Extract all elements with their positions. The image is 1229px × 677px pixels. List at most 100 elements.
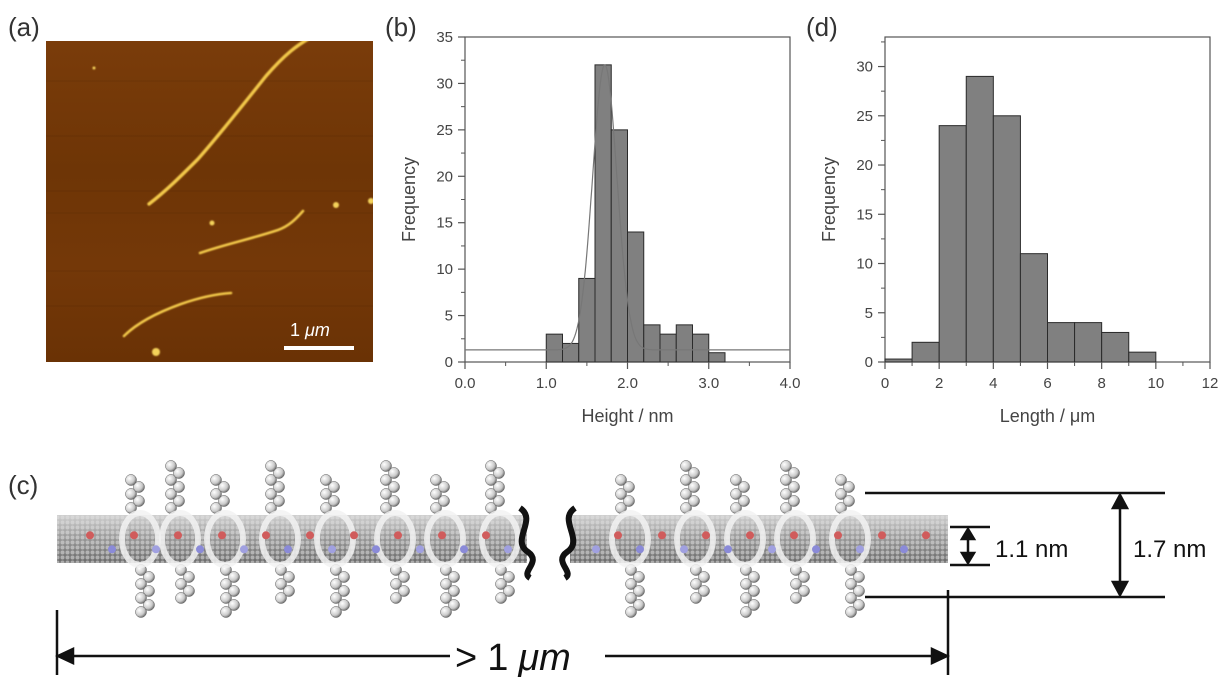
histogram-bar bbox=[911, 341, 940, 363]
heteroatom bbox=[372, 545, 380, 554]
inner-diameter-label: 1.1 nm bbox=[995, 536, 1068, 563]
histogram-bar bbox=[938, 125, 967, 363]
atom bbox=[165, 474, 177, 486]
y-tick-label: 25 bbox=[856, 108, 873, 125]
atom bbox=[798, 585, 810, 597]
atom bbox=[125, 488, 137, 500]
atom bbox=[133, 481, 145, 493]
y-tick-label: 20 bbox=[436, 168, 453, 185]
heteroatom bbox=[284, 545, 292, 554]
atom bbox=[440, 606, 452, 618]
atom bbox=[748, 585, 760, 597]
atom bbox=[633, 599, 645, 611]
atom bbox=[798, 571, 810, 583]
atom bbox=[740, 592, 752, 604]
histogram-bar bbox=[692, 333, 710, 363]
atom bbox=[135, 592, 147, 604]
atom bbox=[135, 578, 147, 590]
atom bbox=[133, 495, 145, 507]
gaussian-fit-curve bbox=[465, 64, 790, 351]
atom bbox=[788, 467, 800, 479]
atom bbox=[740, 606, 752, 618]
atom bbox=[843, 481, 855, 493]
atom bbox=[330, 606, 342, 618]
histogram-bar bbox=[627, 231, 645, 363]
wrapping-chain bbox=[374, 510, 416, 568]
length-number: 1 bbox=[487, 637, 508, 677]
heteroatom bbox=[350, 531, 358, 540]
y-tick-label: 0 bbox=[865, 354, 873, 371]
atom bbox=[218, 495, 230, 507]
length-histogram: 0 2 4 6 8 10 12 0 5 10 15 20 25 30 Length / μm Frequenc… bbox=[819, 36, 1219, 426]
wrapping-chain bbox=[119, 510, 161, 568]
atom bbox=[835, 474, 847, 486]
heteroatom bbox=[86, 531, 94, 540]
atom bbox=[273, 467, 285, 479]
heteroatom bbox=[790, 531, 798, 540]
break-mark-right bbox=[559, 505, 578, 581]
atom bbox=[390, 578, 402, 590]
atom bbox=[780, 474, 792, 486]
y-tick-label: 25 bbox=[436, 122, 453, 139]
histogram-bar bbox=[578, 277, 596, 363]
y-axis-title: Frequency bbox=[819, 157, 839, 242]
x-tick-label: 4 bbox=[989, 375, 997, 392]
atom bbox=[485, 460, 497, 472]
atom bbox=[633, 585, 645, 597]
atom bbox=[183, 585, 195, 597]
side-chains bbox=[86, 460, 930, 618]
scale-bar-number: 1 bbox=[290, 320, 301, 340]
histogram-bar bbox=[562, 342, 580, 363]
atom bbox=[143, 585, 155, 597]
atom bbox=[625, 606, 637, 618]
wrapping-chain bbox=[724, 510, 766, 568]
histogram-bar bbox=[1128, 351, 1157, 363]
break-mark-left bbox=[517, 505, 536, 581]
atom bbox=[330, 578, 342, 590]
x-axis-title: Height / nm bbox=[581, 406, 673, 426]
atom bbox=[380, 474, 392, 486]
atom bbox=[143, 571, 155, 583]
atom bbox=[738, 481, 750, 493]
atom bbox=[615, 474, 627, 486]
y-tick-label: 0 bbox=[445, 354, 453, 371]
atom bbox=[275, 578, 287, 590]
atom bbox=[440, 592, 452, 604]
y-tick-label: 15 bbox=[436, 215, 453, 232]
heteroatom bbox=[746, 531, 754, 540]
heteroatom bbox=[680, 545, 688, 554]
atom bbox=[688, 467, 700, 479]
atom bbox=[228, 599, 240, 611]
atom bbox=[788, 481, 800, 493]
atom bbox=[780, 460, 792, 472]
atom bbox=[493, 495, 505, 507]
atom bbox=[440, 578, 452, 590]
atom bbox=[843, 495, 855, 507]
atom bbox=[210, 474, 222, 486]
histogram-bar bbox=[965, 75, 994, 363]
atom bbox=[448, 599, 460, 611]
atom bbox=[845, 592, 857, 604]
atom bbox=[698, 585, 710, 597]
atom bbox=[430, 474, 442, 486]
atom bbox=[690, 592, 702, 604]
heteroatom bbox=[438, 531, 446, 540]
heteroatom bbox=[614, 531, 622, 540]
atom bbox=[633, 571, 645, 583]
atom bbox=[320, 474, 332, 486]
atom bbox=[165, 460, 177, 472]
histogram-bar bbox=[1101, 331, 1130, 363]
x-tick-label: 12 bbox=[1202, 375, 1219, 392]
y-tick-label: 5 bbox=[445, 308, 453, 325]
x-tick-label: 0 bbox=[881, 375, 889, 392]
wrapping-chain bbox=[159, 510, 201, 568]
afm-fibers bbox=[46, 41, 373, 356]
atom bbox=[835, 488, 847, 500]
heteroatom bbox=[878, 531, 886, 540]
atom bbox=[175, 592, 187, 604]
histogram-bar bbox=[708, 352, 726, 363]
y-tick-label: 5 bbox=[865, 305, 873, 322]
heteroatom bbox=[130, 531, 138, 540]
heteroatom bbox=[108, 545, 116, 554]
atom bbox=[495, 592, 507, 604]
